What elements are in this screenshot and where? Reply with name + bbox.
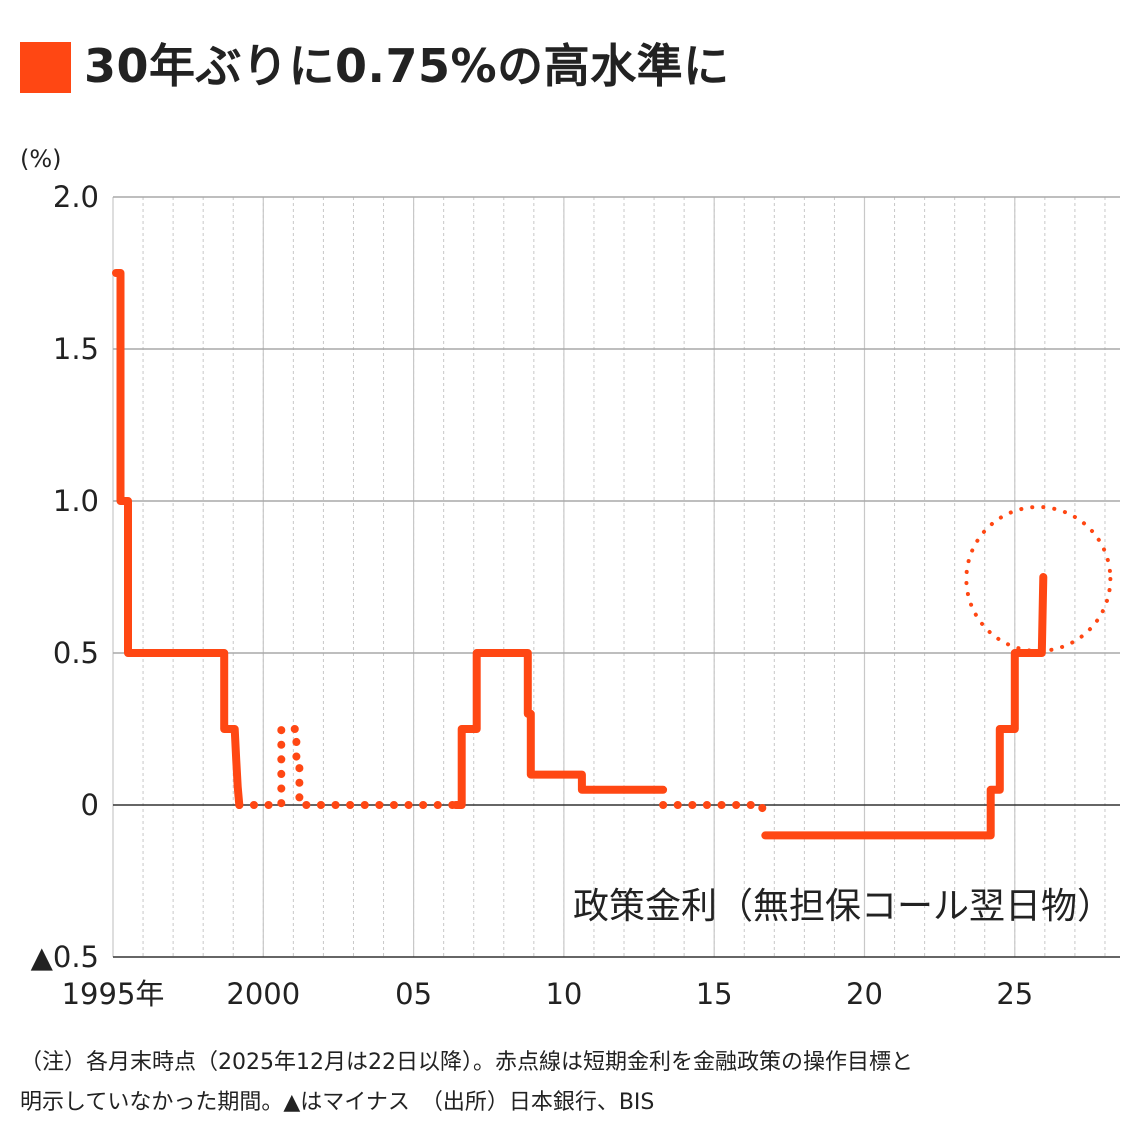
- highlight-circle: [964, 505, 1113, 653]
- chart-title: 30年ぶりに0.75%の高水準に: [84, 39, 730, 93]
- x-tick-label: 25: [996, 977, 1033, 1011]
- note-line-1: （注）各月末時点（2025年12月は22日以降）。赤点線は短期金利を金融政策の操…: [20, 1050, 913, 1075]
- y-tick-label: ▲0.5: [31, 940, 99, 974]
- notes: （注）各月末時点（2025年12月は22日以降）。赤点線は短期金利を金融政策の操…: [20, 1043, 1130, 1123]
- title-square-icon: [20, 42, 71, 93]
- series-line-dotted: [659, 801, 767, 825]
- note-line-2: 明示していなかった期間。▲はマイナス （出所）日本銀行、BIS: [20, 1090, 655, 1115]
- y-tick-label: 1.0: [53, 484, 99, 518]
- x-tick-label: 10: [545, 977, 582, 1011]
- series-line-solid: [451, 649, 668, 809]
- grid: [112, 196, 1120, 958]
- x-tick-label: 15: [696, 977, 733, 1011]
- series-label: 政策金利（無担保コール翌日物）: [573, 886, 1113, 927]
- series-layer: [112, 269, 1113, 840]
- series-line-solid: [112, 269, 244, 809]
- y-tick-label: 0.5: [53, 636, 99, 670]
- y-axis-unit: (%): [20, 145, 62, 173]
- y-tick-label: 1.5: [53, 332, 99, 366]
- x-tick-label: 2000: [226, 977, 300, 1011]
- y-tick-label: 0: [81, 788, 99, 822]
- x-tick-label: 20: [846, 977, 883, 1011]
- x-tick-label: 1995年: [62, 977, 165, 1011]
- y-tick-label: 2.0: [53, 180, 99, 214]
- x-tick-label: 05: [395, 977, 432, 1011]
- series-line-dotted: [235, 725, 460, 809]
- series-line-solid: [761, 573, 1048, 840]
